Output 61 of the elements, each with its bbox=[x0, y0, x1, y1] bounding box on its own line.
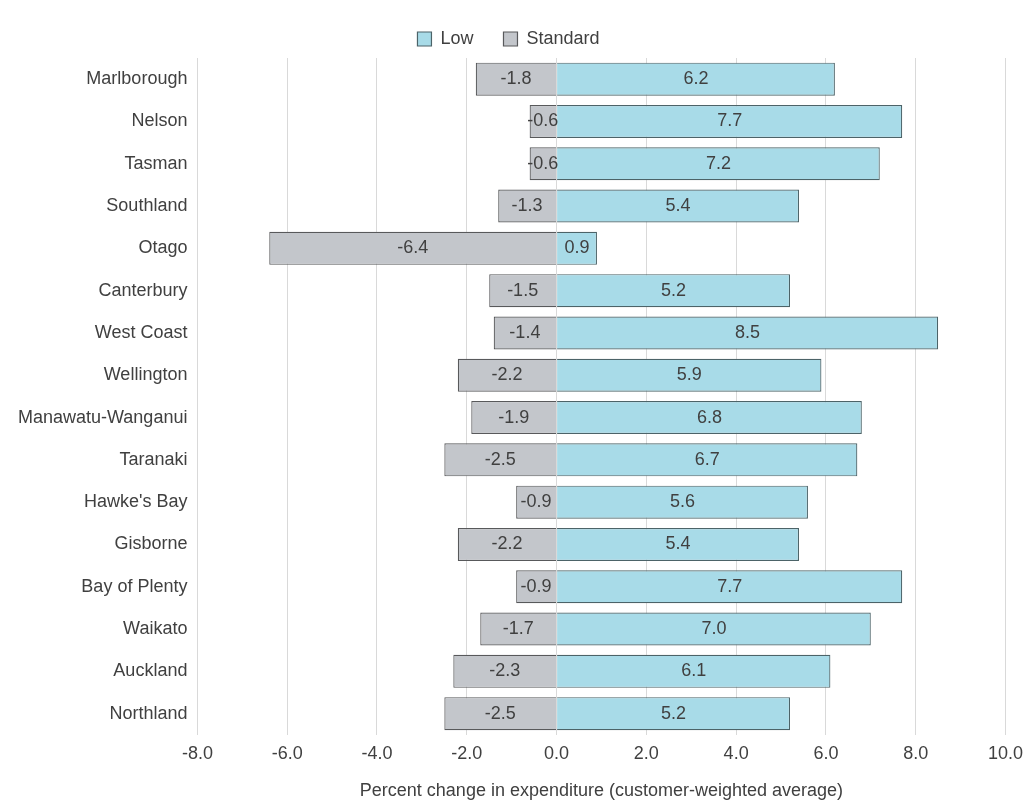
x-tick-label: 2.0 bbox=[633, 742, 659, 763]
y-tick-label: Gisborne bbox=[114, 533, 188, 554]
data-label: -0.9 bbox=[520, 491, 552, 512]
data-label: -1.9 bbox=[498, 406, 530, 427]
data-label: -1.4 bbox=[509, 321, 541, 342]
data-label: 6.8 bbox=[696, 406, 722, 427]
x-tick-label: -8.0 bbox=[181, 742, 213, 763]
x-tick-label: 10.0 bbox=[987, 742, 1024, 763]
x-tick-label: 8.0 bbox=[903, 742, 929, 763]
data-label: -2.5 bbox=[484, 448, 516, 469]
y-tick-label: Tasman bbox=[124, 152, 188, 173]
legend-label: Low bbox=[440, 27, 475, 48]
data-label: 5.4 bbox=[665, 533, 691, 554]
y-tick-label: Taranaki bbox=[119, 448, 188, 469]
x-tick-label: -6.0 bbox=[271, 742, 303, 763]
data-label: 7.7 bbox=[717, 110, 743, 131]
data-label: 8.5 bbox=[735, 321, 761, 342]
data-label: -2.3 bbox=[489, 660, 521, 681]
data-label: 0.9 bbox=[564, 237, 590, 258]
x-tick-label: 6.0 bbox=[813, 742, 839, 763]
y-tick-label: Otago bbox=[138, 237, 188, 258]
y-tick-label: Manawatu-Wanganui bbox=[17, 406, 188, 427]
y-tick-label: Bay of Plenty bbox=[81, 575, 188, 596]
data-label: 5.9 bbox=[676, 364, 702, 385]
data-label: 7.7 bbox=[717, 575, 743, 596]
y-tick-label: Wellington bbox=[103, 364, 188, 385]
x-tick-label: 0.0 bbox=[544, 742, 570, 763]
y-tick-label: West Coast bbox=[94, 321, 188, 342]
data-label: -0.9 bbox=[520, 575, 552, 596]
data-label: 5.2 bbox=[661, 702, 687, 723]
data-label: -2.2 bbox=[491, 364, 523, 385]
y-tick-label: Canterbury bbox=[98, 279, 188, 300]
y-tick-label: Nelson bbox=[131, 110, 188, 131]
data-label: 5.6 bbox=[670, 491, 696, 512]
data-label: -6.4 bbox=[397, 237, 429, 258]
y-tick-label: Auckland bbox=[113, 660, 188, 681]
data-label: -0.6 bbox=[527, 110, 559, 131]
data-label: 6.2 bbox=[683, 68, 709, 89]
y-tick-label: Hawke's Bay bbox=[83, 491, 188, 512]
data-label: -2.5 bbox=[484, 702, 516, 723]
y-tick-label: Southland bbox=[106, 195, 188, 216]
y-tick-label: Northland bbox=[109, 702, 188, 723]
y-tick-label: Marlborough bbox=[86, 68, 188, 89]
data-label: -1.7 bbox=[502, 618, 534, 639]
data-label: 5.4 bbox=[665, 195, 691, 216]
x-tick-label: 4.0 bbox=[723, 742, 749, 763]
data-label: -1.5 bbox=[507, 279, 539, 300]
x-tick-label: -4.0 bbox=[361, 742, 393, 763]
x-axis-title: Percent change in expenditure (customer-weighted average) bbox=[359, 780, 844, 801]
data-label: 6.7 bbox=[694, 448, 720, 469]
data-label: 6.1 bbox=[681, 660, 707, 681]
data-label: -2.2 bbox=[491, 533, 523, 554]
data-label: -1.8 bbox=[500, 68, 532, 89]
data-label: -1.3 bbox=[511, 195, 543, 216]
x-tick-label: -2.0 bbox=[451, 742, 483, 763]
y-tick-label: Waikato bbox=[123, 618, 188, 639]
data-label: 7.2 bbox=[705, 152, 731, 173]
legend-label: Standard bbox=[526, 27, 600, 48]
data-label: 7.0 bbox=[701, 618, 727, 639]
data-label: 5.2 bbox=[661, 279, 687, 300]
data-label: -0.6 bbox=[527, 152, 559, 173]
